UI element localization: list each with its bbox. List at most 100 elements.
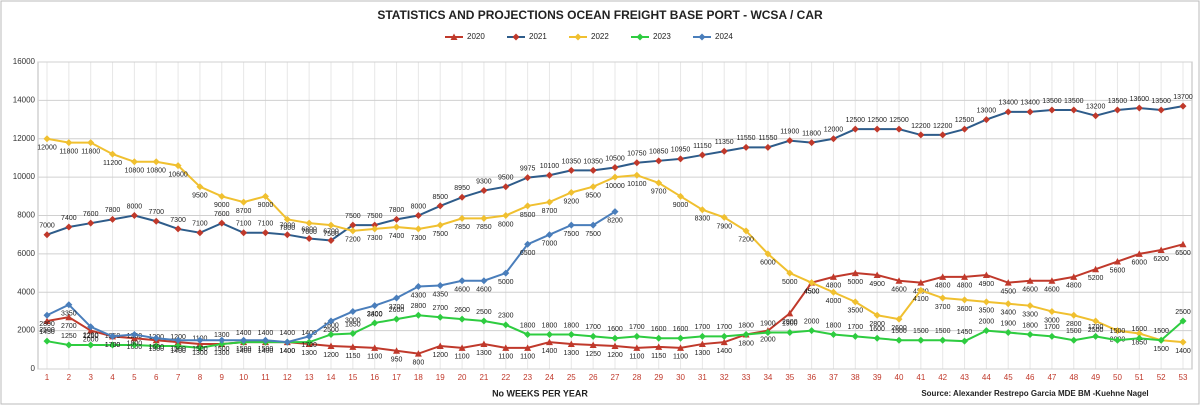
point <box>130 334 138 342</box>
point <box>742 143 750 151</box>
point <box>152 334 160 342</box>
legend-marker <box>450 33 458 40</box>
point <box>961 337 969 345</box>
point <box>1092 317 1100 325</box>
data-label: 1500 <box>236 346 252 353</box>
data-label: 8700 <box>236 208 252 215</box>
point <box>502 183 510 191</box>
point <box>1026 302 1034 310</box>
data-label: 4900 <box>979 281 995 288</box>
point <box>65 341 73 349</box>
point <box>851 125 859 133</box>
point <box>720 338 728 346</box>
point <box>1135 330 1143 338</box>
point <box>764 329 772 337</box>
x-tick-label: 13 <box>305 373 314 382</box>
data-label: 4500 <box>804 289 820 296</box>
data-label: 1700 <box>716 324 732 331</box>
point <box>393 223 401 231</box>
x-tick-label: 24 <box>545 373 554 382</box>
x-tick-label: 50 <box>1113 373 1122 382</box>
point <box>371 319 379 327</box>
point <box>1179 317 1187 325</box>
point <box>1004 300 1012 308</box>
data-label: 1800 <box>826 322 842 329</box>
data-label: 7500 <box>432 231 448 238</box>
data-label: 1250 <box>83 333 99 340</box>
data-label: 1400 <box>280 330 296 337</box>
data-label: 12200 <box>911 123 931 130</box>
data-label: 1500 <box>935 328 951 335</box>
data-label: 1600 <box>148 344 164 351</box>
point <box>1070 106 1078 114</box>
data-label: 1700 <box>1088 324 1104 331</box>
point <box>698 151 706 159</box>
point <box>895 315 903 323</box>
data-label: 7600 <box>301 229 317 236</box>
data-label: 800 <box>413 359 425 366</box>
data-label: 3400 <box>1000 310 1016 317</box>
point <box>1092 112 1100 120</box>
data-label: 1850 <box>345 321 361 328</box>
point <box>65 139 73 147</box>
x-tick-label: 25 <box>567 373 576 382</box>
point <box>436 282 444 290</box>
y-tick-label: 8000 <box>17 211 35 220</box>
data-label: 1800 <box>323 322 339 329</box>
data-label: 2000 <box>804 318 820 325</box>
point <box>655 343 663 350</box>
point <box>961 125 969 133</box>
point <box>829 135 837 143</box>
point <box>786 329 794 337</box>
point <box>43 317 51 325</box>
x-tick-label: 22 <box>501 373 510 382</box>
point <box>349 343 357 350</box>
point <box>786 309 794 317</box>
point <box>174 336 182 344</box>
point <box>524 330 532 338</box>
data-label: 1100 <box>455 354 470 361</box>
point <box>502 269 510 277</box>
point <box>917 131 925 139</box>
point <box>458 193 466 201</box>
point <box>939 131 947 139</box>
x-tick-label: 41 <box>916 373 925 382</box>
point <box>87 139 95 147</box>
data-label: 4500 <box>804 289 820 296</box>
data-label: 1300 <box>192 350 208 357</box>
y-tick-label: 0 <box>31 364 36 373</box>
data-label: 1600 <box>869 326 885 333</box>
point <box>458 344 466 351</box>
x-tick-label: 12 <box>283 373 292 382</box>
data-label: 1400 <box>280 348 296 355</box>
data-label: 4900 <box>869 281 885 288</box>
point <box>130 341 138 349</box>
data-label: 7000 <box>280 223 296 230</box>
point <box>633 332 641 340</box>
data-label: 1500 <box>258 346 274 353</box>
data-label: 2500 <box>39 327 55 334</box>
data-label: 1150 <box>651 353 666 360</box>
data-label: 1500 <box>913 328 929 335</box>
point <box>677 155 685 163</box>
data-label: 10950 <box>671 147 691 154</box>
data-label: 1800 <box>520 322 536 329</box>
data-label: 4800 <box>935 283 951 290</box>
data-label: 2700 <box>61 323 77 330</box>
chart-title: STATISTICS AND PROJECTIONS OCEAN FREIGHT… <box>377 8 823 22</box>
point <box>939 294 947 302</box>
point <box>109 332 117 340</box>
data-label: 1900 <box>760 320 776 327</box>
point <box>305 332 313 340</box>
point <box>786 137 794 145</box>
point <box>1135 104 1143 112</box>
point <box>1004 108 1012 116</box>
point <box>130 330 138 338</box>
data-label: 1450 <box>957 329 973 336</box>
point <box>305 235 313 243</box>
data-label: 1400 <box>1175 348 1191 355</box>
data-label: 4600 <box>891 287 907 294</box>
point <box>1048 277 1056 284</box>
point <box>87 341 95 349</box>
